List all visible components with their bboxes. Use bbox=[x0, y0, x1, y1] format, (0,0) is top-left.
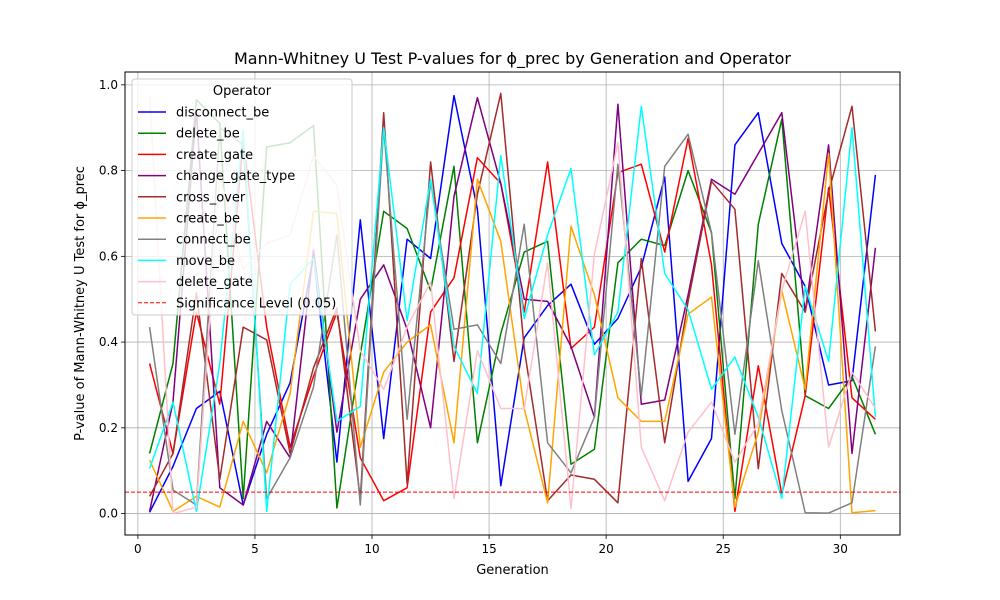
series-line-disconnect-be bbox=[148, 94, 877, 513]
x-tick-label: 0 bbox=[134, 542, 142, 556]
chart-title: Mann-Whitney U Test P-values for ϕ_prec … bbox=[234, 49, 791, 69]
y-tick-label: 0.4 bbox=[99, 335, 118, 349]
legend-entry-label: disconnect_be bbox=[176, 106, 269, 121]
legend-entry-label: create_gate bbox=[176, 148, 253, 163]
series-line-create-be bbox=[148, 152, 876, 514]
series-line-move-be bbox=[148, 105, 877, 513]
legend-entry-label: delete_be bbox=[176, 127, 240, 142]
legend-entry-label: delete_gate bbox=[176, 275, 253, 290]
series-line-create-gate bbox=[148, 137, 876, 513]
legend-entry-label: move_be bbox=[176, 254, 235, 269]
legend-box bbox=[131, 78, 353, 316]
x-tick-label: 25 bbox=[716, 542, 731, 556]
y-tick-label: 0.8 bbox=[99, 164, 118, 178]
series-line-cross-over bbox=[148, 92, 877, 504]
x-axis-ticks: 0 5 10 15 20 25 30 bbox=[134, 535, 848, 556]
y-tick-label: 0.0 bbox=[99, 507, 118, 521]
legend-entry-label: connect_be bbox=[176, 233, 251, 248]
y-axis-label: P-value of Mann-Whitney U Test for ϕ_pre… bbox=[73, 166, 88, 441]
legend: Operator disconnect_be delete_be create_gat… bbox=[131, 78, 353, 316]
y-axis-ticks: 0.0 0.2 0.4 0.6 0.8 1.0 bbox=[99, 78, 125, 521]
plot-frame bbox=[124, 71, 901, 536]
y-tick-label: 1.0 bbox=[99, 78, 118, 92]
legend-entry-label: create_be bbox=[176, 212, 240, 227]
x-axis-label: Generation bbox=[476, 563, 549, 578]
x-tick-label: 5 bbox=[251, 542, 259, 556]
series-lines bbox=[148, 92, 877, 515]
legend-entry-label: cross_over bbox=[176, 190, 246, 205]
y-tick-label: 0.6 bbox=[99, 249, 118, 263]
x-tick-label: 30 bbox=[833, 542, 848, 556]
legend-title: Operator bbox=[213, 84, 272, 99]
legend-entry-label: change_gate_type bbox=[176, 169, 295, 184]
x-tick-label: 15 bbox=[481, 542, 496, 556]
x-tick-label: 10 bbox=[364, 542, 379, 556]
legend-entry-label: Significance Level (0.05) bbox=[176, 296, 336, 311]
y-tick-label: 0.2 bbox=[99, 421, 118, 435]
x-tick-label: 20 bbox=[599, 542, 614, 556]
